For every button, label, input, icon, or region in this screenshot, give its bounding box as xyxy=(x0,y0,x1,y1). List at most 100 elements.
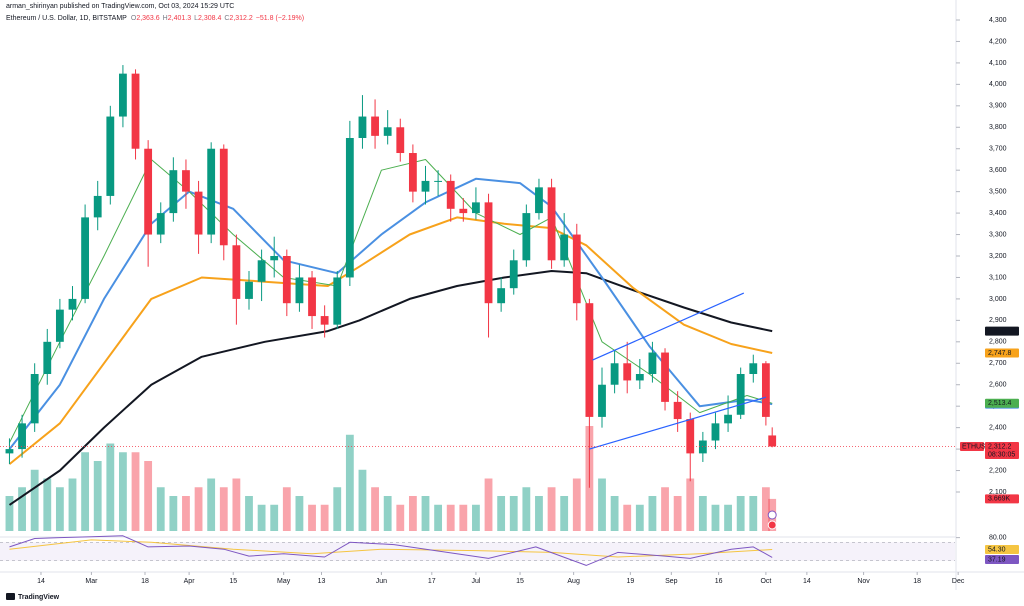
volume-bar xyxy=(371,487,379,531)
y-tick-label: 2,900 xyxy=(989,317,1007,324)
trend-line xyxy=(589,396,767,450)
y-tick-label: 2,400 xyxy=(989,424,1007,431)
volume-bar xyxy=(736,496,745,531)
ma-value-label-box xyxy=(985,398,1019,408)
candle-body xyxy=(572,234,581,304)
volume-bar xyxy=(156,487,165,531)
symbol-legend: Ethereum / U.S. Dollar, 1D, BITSTAMP O2,3… xyxy=(6,15,304,22)
candle-body xyxy=(408,153,417,192)
candle-body xyxy=(232,245,241,299)
volume-bar xyxy=(93,461,102,531)
volume-bar xyxy=(572,478,581,531)
symbol-box xyxy=(960,441,984,451)
trend-line xyxy=(592,292,745,361)
y-tick-label: 2,700 xyxy=(989,360,1007,367)
candle-body xyxy=(484,202,493,304)
volume-bar xyxy=(761,487,770,531)
volume-bar xyxy=(43,478,52,531)
candle-body xyxy=(194,191,203,235)
moving-average xyxy=(8,177,773,450)
x-tick-label: 13 xyxy=(318,578,326,585)
y-tick-label: 3,400 xyxy=(989,210,1007,217)
candle-body xyxy=(623,363,632,381)
rsi-ma-value-label: 54.30 xyxy=(988,546,1006,553)
volume-bar xyxy=(724,504,732,531)
volume-bar xyxy=(333,487,342,531)
candle-body xyxy=(673,401,682,420)
candle-body xyxy=(459,208,468,214)
volume-bar xyxy=(232,478,241,531)
volume-bar xyxy=(320,504,329,531)
candle-body xyxy=(156,213,165,235)
volume-value-label: 3.669K xyxy=(988,496,1011,503)
volume-bar xyxy=(459,504,468,531)
ohlc-key: C xyxy=(224,15,229,22)
candle-body xyxy=(5,449,14,454)
volume-bar xyxy=(131,452,140,531)
volume-bar xyxy=(560,496,569,531)
y-tick-label: 4,000 xyxy=(989,81,1007,88)
volume-bar xyxy=(446,504,455,531)
candle-body xyxy=(560,234,569,261)
candle-body xyxy=(345,138,354,278)
y-tick-label: 3,200 xyxy=(989,253,1007,260)
candle-body xyxy=(219,148,228,246)
candle-body xyxy=(768,435,777,447)
ma-value-label: 2,850.1 xyxy=(988,328,1011,335)
volume-bar xyxy=(5,496,14,531)
volume-bar xyxy=(18,487,26,531)
volume-bar xyxy=(711,504,720,531)
x-tick-label: 16 xyxy=(715,578,723,585)
volume-bar xyxy=(635,504,644,531)
volume-bar xyxy=(257,504,266,531)
x-tick-label: May xyxy=(277,578,291,585)
candle-body xyxy=(144,148,153,235)
ohlc-value: 2,312.2 xyxy=(229,15,252,22)
candle-body xyxy=(81,217,90,299)
moving-average xyxy=(8,216,773,465)
ma-value-label: 2,747.8 xyxy=(988,350,1011,357)
y-tick-label: 3,900 xyxy=(989,103,1007,110)
x-tick-label: Jul xyxy=(471,578,480,585)
candle-body xyxy=(472,202,480,214)
candle-body xyxy=(585,303,594,417)
volume-bar xyxy=(434,504,443,531)
event-icon xyxy=(767,510,777,520)
last-price-label: 2,312.2 xyxy=(988,443,1011,450)
candle-body xyxy=(446,180,455,209)
volume-bar xyxy=(106,443,115,531)
candle-body xyxy=(724,414,732,424)
volume-bar xyxy=(535,496,543,531)
candle-body xyxy=(396,127,405,154)
candle-body xyxy=(245,281,253,299)
candle-body xyxy=(686,419,695,454)
candle-body xyxy=(711,423,720,441)
candle-body xyxy=(522,213,531,261)
candle-body xyxy=(169,170,178,214)
rsi-ma-line xyxy=(9,539,773,558)
brand-logo: TradingView xyxy=(6,593,60,601)
candle-body xyxy=(434,180,443,182)
rsi-ma-value-label-box xyxy=(985,545,1019,555)
candle-body xyxy=(131,73,140,149)
x-tick-label: 18 xyxy=(913,578,921,585)
candle-body xyxy=(421,180,430,192)
x-tick-label: Aug xyxy=(567,578,580,585)
candle-body xyxy=(635,374,644,381)
x-tick-label: Nov xyxy=(857,578,870,585)
candle-body xyxy=(93,195,102,218)
candle-body xyxy=(661,352,669,402)
candle-body xyxy=(295,277,304,304)
volume-bar xyxy=(598,478,606,531)
y-tick-label: 3,700 xyxy=(989,146,1007,153)
x-tick-label: 14 xyxy=(803,578,811,585)
volume-bar xyxy=(661,487,669,531)
volume-bar xyxy=(497,496,506,531)
y-tick-label: 4,200 xyxy=(989,38,1007,45)
volume-bar xyxy=(144,461,153,531)
y-tick-label: 2,200 xyxy=(989,467,1007,474)
symbol-label: ETHUSD xyxy=(962,443,991,450)
ohlc-key: H xyxy=(163,15,168,22)
ohlc-key: O xyxy=(131,15,137,22)
